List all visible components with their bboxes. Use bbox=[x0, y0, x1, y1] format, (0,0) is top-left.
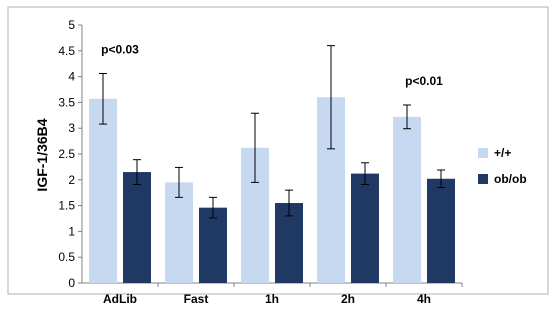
y-tick-label: 3.5 bbox=[58, 95, 75, 109]
y-tick-label: 0 bbox=[68, 276, 75, 290]
y-tick-label: 1 bbox=[68, 224, 75, 238]
significance-annotation: p<0.03 bbox=[101, 43, 139, 57]
legend: +/+ ob/ob bbox=[478, 146, 527, 186]
y-tick-label: 4 bbox=[68, 70, 75, 84]
y-tick-label: 4.5 bbox=[58, 44, 75, 58]
bar-wildtype-adlib bbox=[89, 98, 117, 284]
bar-obob-4h bbox=[427, 178, 455, 283]
x-category-label: AdLib bbox=[103, 292, 137, 306]
plot-area: 0 0.5 1 1.5 2 2.5 3 3.5 4 4.5 5 AdLib Fast 1h 2h 4h p<0.… bbox=[58, 18, 463, 306]
legend-swatch bbox=[478, 174, 488, 184]
y-tick-label: 5 bbox=[68, 18, 75, 32]
y-tick-label: 1.5 bbox=[58, 199, 75, 213]
legend-label: ob/ob bbox=[494, 172, 527, 186]
x-category-label: 1h bbox=[265, 292, 279, 306]
bar-obob-fast bbox=[199, 207, 227, 283]
x-category-label: 4h bbox=[417, 292, 431, 306]
x-category-label: 2h bbox=[341, 292, 355, 306]
legend-swatch bbox=[478, 148, 488, 158]
legend-label: +/+ bbox=[494, 146, 511, 160]
significance-annotation: p<0.01 bbox=[405, 74, 443, 88]
y-axis-title: IGF-1/36B4 bbox=[34, 118, 50, 191]
y-tick-label: 2.5 bbox=[58, 147, 75, 161]
bar-wildtype-4h bbox=[393, 116, 421, 284]
x-category-label: Fast bbox=[184, 292, 209, 306]
y-tick-label: 2 bbox=[68, 173, 75, 187]
y-tick-label: 0.5 bbox=[58, 250, 75, 264]
bar-wildtype-fast bbox=[165, 182, 193, 283]
bar-obob-2h bbox=[351, 173, 379, 283]
bar-obob-adlib bbox=[123, 172, 151, 283]
y-tick-label: 3 bbox=[68, 121, 75, 135]
